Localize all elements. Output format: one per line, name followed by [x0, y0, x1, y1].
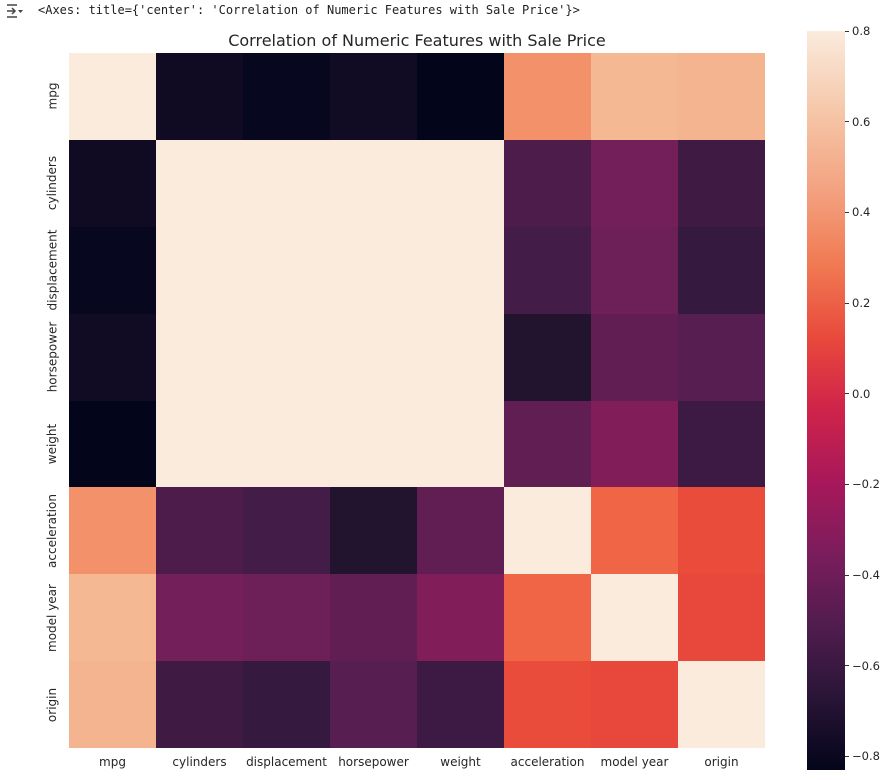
heatmap-cell: [504, 661, 591, 748]
heatmap-cell: [591, 313, 678, 401]
x-tick-label: acceleration: [510, 755, 585, 769]
heatmap-cell: [243, 400, 330, 488]
heatmap-cell: [591, 400, 678, 488]
colorbar-tick: −0.6: [845, 659, 880, 673]
heatmap-cell: [330, 226, 417, 314]
colorbar-tick: −0.4: [845, 568, 880, 582]
colorbar-ticks: 0.8 0.6 0.4 0.2 0.0 −0.2 −0.4 −0.6 −0.8: [845, 24, 885, 770]
colorbar-tick: −0.2: [845, 477, 880, 491]
output-repr-text: <Axes: title={'center': 'Correlation of …: [38, 3, 580, 17]
heatmap-cell: [69, 139, 156, 227]
heatmap-cell: [330, 400, 417, 488]
heatmap-cell: [591, 661, 678, 748]
heatmap-cell: [156, 139, 243, 227]
x-tick-label: horsepower: [338, 755, 409, 769]
x-tick-label: weight: [440, 755, 481, 769]
colorbar: [807, 31, 845, 770]
heatmap-cell: [417, 139, 504, 227]
heatmap-cell: [591, 574, 678, 662]
heatmap-cell: [504, 139, 591, 227]
colorbar-tick: 0.0: [845, 387, 870, 401]
heatmap-cell: [678, 487, 765, 575]
y-tick-label: cylinders: [45, 156, 60, 211]
heatmap-cell: [156, 53, 243, 140]
heatmap-cell: [591, 487, 678, 575]
heatmap-cell: [591, 139, 678, 227]
colorbar-tick: 0.8: [845, 24, 870, 38]
heatmap-cell: [678, 661, 765, 748]
heatmap-cell: [243, 53, 330, 140]
heatmap-cell: [417, 53, 504, 140]
heatmap-cell: [591, 53, 678, 140]
heatmap-cell: [504, 53, 591, 140]
heatmap-cell: [504, 400, 591, 488]
heatmap-cell: [69, 313, 156, 401]
heatmap-cell: [69, 226, 156, 314]
x-tick-label: mpg: [99, 755, 126, 769]
heatmap-cell: [591, 226, 678, 314]
colorbar-tick: 0.6: [845, 115, 870, 129]
heatmap-cell: [243, 487, 330, 575]
heatmap-cell: [417, 574, 504, 662]
heatmap-cell: [243, 574, 330, 662]
heatmap-cell: [330, 574, 417, 662]
colorbar-tick: −0.8: [845, 749, 880, 763]
y-tick-label: acceleration: [45, 493, 60, 568]
heatmap-cell: [156, 313, 243, 401]
heatmap-cell: [678, 400, 765, 488]
heatmap-cell: [156, 661, 243, 748]
heatmap-cell: [330, 487, 417, 575]
x-tick-label: origin: [704, 755, 739, 769]
heatmap-cell: [504, 313, 591, 401]
x-axis-labels: mpg cylinders displacement horsepower weight…: [69, 755, 765, 773]
x-tick-label: cylinders: [172, 755, 227, 769]
heatmap-cell: [417, 661, 504, 748]
x-tick-label: displacement: [246, 755, 327, 769]
heatmap-cell: [243, 661, 330, 748]
heatmap-cell: [69, 487, 156, 575]
y-tick-label: horsepower: [45, 321, 60, 393]
colorbar-tick: 0.2: [845, 296, 870, 310]
heatmap-cell: [417, 313, 504, 401]
x-tick-label: model year: [600, 755, 669, 769]
y-tick-label: weight: [45, 423, 59, 465]
heatmap-cell: [330, 661, 417, 748]
heatmap-cell: [417, 400, 504, 488]
heatmap-cell: [69, 661, 156, 748]
heatmap-cell: [156, 226, 243, 314]
heatmap-cell: [69, 574, 156, 662]
heatmap-cell: [330, 139, 417, 227]
heatmap-cell: [156, 487, 243, 575]
heatmap-cell: [678, 53, 765, 140]
heatmap-cell: [678, 574, 765, 662]
y-tick-label: mpg: [45, 82, 59, 110]
heatmap-grid: [69, 53, 765, 748]
chart-title: Correlation of Numeric Features with Sal…: [228, 31, 606, 50]
heatmap-cell: [243, 313, 330, 401]
heatmap-cell: [330, 313, 417, 401]
heatmap-cell: [330, 53, 417, 140]
heatmap-cell: [417, 226, 504, 314]
heatmap-cell: [417, 487, 504, 575]
heatmap-cell: [243, 139, 330, 227]
heatmap-cell: [156, 400, 243, 488]
heatmap-cell: [678, 313, 765, 401]
heatmap-cell: [69, 53, 156, 140]
heatmap-cell: [504, 574, 591, 662]
heatmap-cell: [243, 226, 330, 314]
heatmap-cell: [678, 139, 765, 227]
heatmap-cell: [504, 226, 591, 314]
heatmap-cell: [156, 574, 243, 662]
y-tick-label: origin: [45, 687, 60, 722]
heatmap-cell: [69, 400, 156, 488]
heatmap-cell: [678, 226, 765, 314]
output-collapse-icon[interactable]: [4, 3, 24, 19]
colorbar-tick: 0.4: [845, 205, 870, 219]
y-tick-label: model year: [45, 583, 60, 652]
heatmap-cell: [504, 487, 591, 575]
y-axis-labels: mpg cylinders displacement horsepower weight…: [40, 53, 64, 748]
y-tick-label: displacement: [45, 229, 59, 311]
